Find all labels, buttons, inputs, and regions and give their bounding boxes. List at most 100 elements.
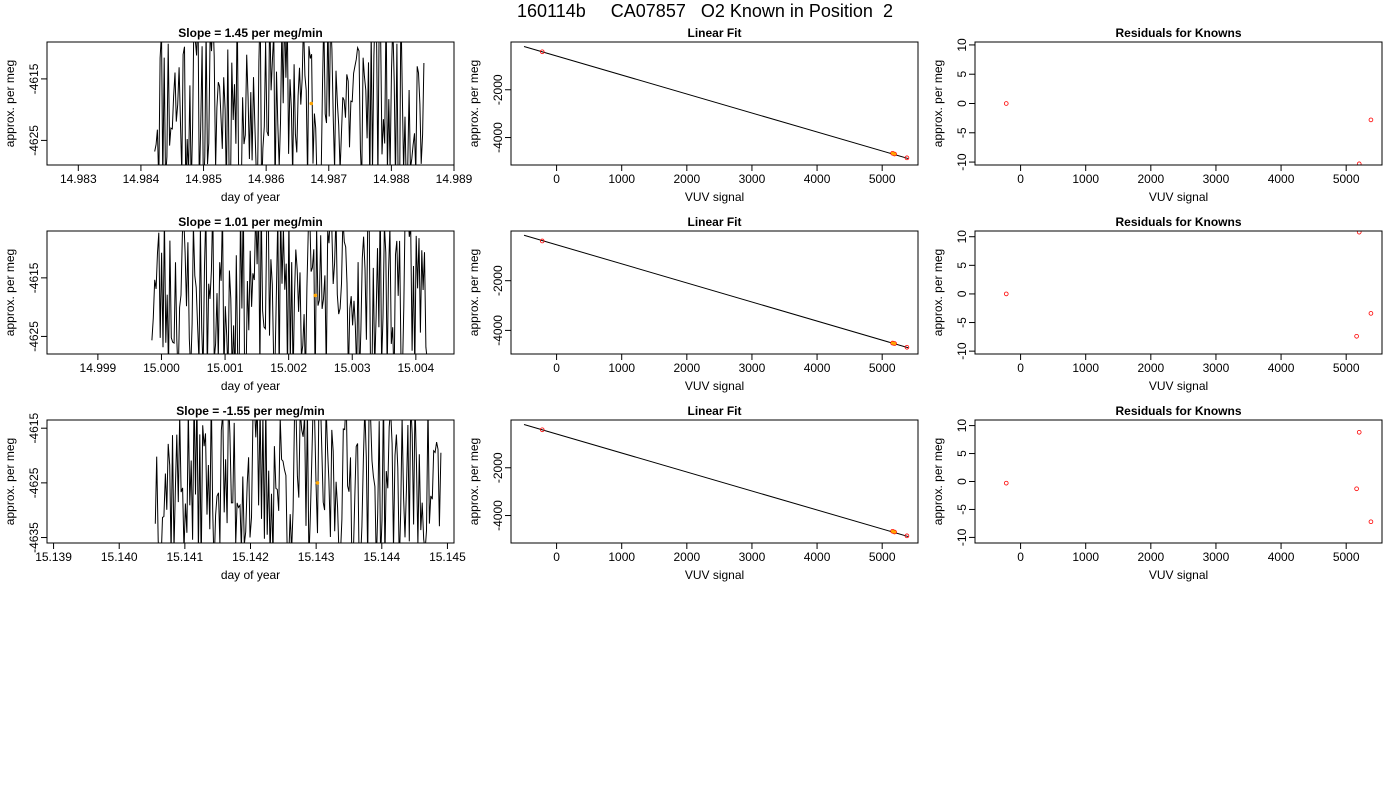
y-tick-label: -2000 xyxy=(491,452,505,483)
data-point xyxy=(539,49,545,55)
x-tick-label: 2000 xyxy=(673,550,700,564)
y-tick-label: -4615 xyxy=(27,63,41,94)
plot-frame xyxy=(46,41,455,166)
y-tick-label: -4615 xyxy=(27,262,41,293)
trace-line xyxy=(154,420,442,543)
x-tick-label: 1000 xyxy=(608,361,635,375)
data-layer xyxy=(1003,101,1374,165)
marker-point xyxy=(309,101,314,106)
x-axis-label: day of year xyxy=(221,190,280,204)
y-tick-label: 5 xyxy=(955,450,969,457)
y-tick-label: -5 xyxy=(955,504,969,515)
panel-r3c3: Residuals for Knowns 0 1000 2000 3000 4000 500… xyxy=(931,404,1383,582)
data-layer xyxy=(523,46,910,161)
data-point xyxy=(1368,311,1374,316)
marker-point xyxy=(892,341,897,346)
panel-r2c2: Linear Fit 0 1000 2000 3000 4000 5000 -2000 -400… xyxy=(467,215,919,393)
x-tick-label: 5000 xyxy=(869,550,896,564)
x-tick-label: 4000 xyxy=(1268,361,1295,375)
data-point xyxy=(539,238,545,244)
y-tick-label: 0 xyxy=(955,290,969,297)
x-tick-label: 0 xyxy=(553,550,560,564)
page-title: 160114b CA07857 O2 Known in Position 2 xyxy=(517,1,893,21)
x-tick-label: 0 xyxy=(1017,172,1024,186)
x-tick-label: 0 xyxy=(1017,361,1024,375)
x-tick-label: 15.143 xyxy=(298,550,335,564)
y-tick-label: 5 xyxy=(955,71,969,78)
x-tick-label: 15.003 xyxy=(334,361,371,375)
y-tick-label: -10 xyxy=(955,528,969,546)
panel-r1c3: Residuals for Knowns 0 1000 2000 3000 4000 500… xyxy=(931,26,1383,204)
x-tick-label: 14.989 xyxy=(436,172,473,186)
y-axis-label: approx. per meg xyxy=(467,249,481,336)
y-tick-label: -4625 xyxy=(27,125,41,156)
y-tick-label: -4635 xyxy=(27,522,41,553)
x-tick-label: 0 xyxy=(553,361,560,375)
x-tick-label: 4000 xyxy=(804,550,831,564)
panel-r3c1: Slope = -1.55 per meg/min 15.139 15.140 15.… xyxy=(3,404,466,582)
x-tick-label: 15.000 xyxy=(143,361,180,375)
x-tick-label: 2000 xyxy=(673,361,700,375)
x-tick-label: 14.985 xyxy=(185,172,222,186)
panel-title: Slope = 1.01 per meg/min xyxy=(178,215,322,229)
y-axis-label: approx. per meg xyxy=(3,249,17,336)
panel-r2c1: Slope = 1.01 per meg/min 14.999 15.000 15.0… xyxy=(3,215,455,393)
x-tick-label: 15.142 xyxy=(232,550,269,564)
x-tick-label: 1000 xyxy=(608,172,635,186)
plot-frame xyxy=(46,419,455,544)
data-layer xyxy=(151,231,428,354)
x-tick-label: 0 xyxy=(553,172,560,186)
x-tick-label: 2000 xyxy=(1137,172,1164,186)
x-tick-label: 14.984 xyxy=(123,172,160,186)
data-point xyxy=(1368,519,1374,525)
y-tick-label: 10 xyxy=(955,230,969,244)
x-tick-label: 14.983 xyxy=(60,172,97,186)
y-tick-label: -4615 xyxy=(27,413,41,444)
x-tick-label: 15.001 xyxy=(207,361,244,375)
x-axis-label: VUV signal xyxy=(685,568,744,582)
fit-line xyxy=(523,424,909,538)
panel-r1c1: Slope = 1.45 per meg/min 14.983 14.984 14.9… xyxy=(3,26,473,204)
data-point xyxy=(1003,101,1009,106)
data-layer xyxy=(154,420,442,543)
x-tick-label: 4000 xyxy=(804,172,831,186)
y-tick-label: -2000 xyxy=(491,265,505,296)
panel-title: Linear Fit xyxy=(687,215,741,229)
marker-point xyxy=(892,530,897,534)
y-tick-label: 0 xyxy=(955,478,969,485)
y-tick-label: -4625 xyxy=(27,321,41,352)
data-point xyxy=(1356,429,1362,435)
x-tick-label: 1000 xyxy=(1072,550,1099,564)
marker-point xyxy=(315,481,320,485)
x-axis-label: day of year xyxy=(221,568,280,582)
x-tick-label: 2000 xyxy=(1137,361,1164,375)
x-axis-label: VUV signal xyxy=(685,379,744,393)
x-tick-label: 1000 xyxy=(1072,172,1099,186)
x-axis-label: VUV signal xyxy=(1149,568,1208,582)
x-tick-label: 15.004 xyxy=(397,361,434,375)
data-point xyxy=(904,344,910,350)
x-tick-label: 14.987 xyxy=(310,172,347,186)
plot-frame xyxy=(46,230,455,355)
x-tick-label: 5000 xyxy=(1333,172,1360,186)
x-axis-label: day of year xyxy=(221,379,280,393)
y-tick-label: -10 xyxy=(955,153,969,171)
y-axis-label: approx. per meg xyxy=(931,438,945,525)
x-tick-label: 3000 xyxy=(1203,172,1230,186)
data-layer xyxy=(523,424,910,539)
x-axis-label: VUV signal xyxy=(685,190,744,204)
x-tick-label: 14.988 xyxy=(373,172,410,186)
plot-frame xyxy=(974,419,1383,544)
y-tick-label: -2000 xyxy=(491,74,505,105)
x-tick-label: 3000 xyxy=(739,172,766,186)
data-point xyxy=(904,155,910,161)
x-tick-label: 14.999 xyxy=(80,361,117,375)
fit-line xyxy=(523,46,909,160)
x-tick-label: 15.140 xyxy=(101,550,138,564)
data-point xyxy=(1003,480,1009,486)
y-axis-label: approx. per meg xyxy=(931,60,945,147)
plot-frame xyxy=(510,419,919,544)
x-axis-label: VUV signal xyxy=(1149,190,1208,204)
x-tick-label: 1000 xyxy=(1072,361,1099,375)
marker-point xyxy=(313,293,318,298)
